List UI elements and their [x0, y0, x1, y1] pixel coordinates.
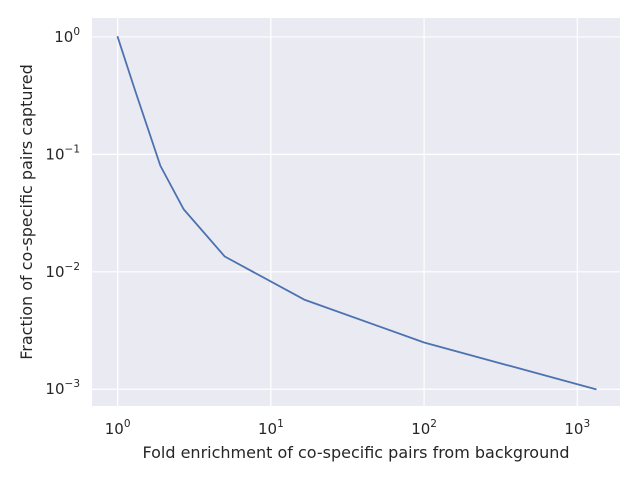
- y-tick-base: 10: [45, 145, 64, 163]
- y-tick-exponent: −2: [65, 261, 80, 273]
- y-tick-exponent: 0: [73, 26, 80, 38]
- x-axis-label: Fold enrichment of co-specific pairs fro…: [142, 443, 569, 462]
- x-tick-label: 101: [258, 418, 284, 438]
- y-gridlines: [92, 36, 620, 390]
- plot-area: [92, 18, 620, 406]
- y-tick-label: 10−2: [45, 261, 80, 281]
- y-tick-exponent: −3: [65, 378, 80, 390]
- x-tick-exponent: 0: [124, 418, 131, 430]
- x-tick-base: 10: [411, 420, 430, 438]
- y-tick-base: 10: [45, 380, 64, 398]
- y-tick-label: 10−3: [45, 378, 80, 398]
- x-tick-label: 102: [411, 418, 437, 438]
- x-tick-label: 103: [564, 418, 590, 438]
- x-tick-labels: 100 101 102 103: [105, 418, 590, 438]
- series-line: [116, 36, 597, 391]
- x-tick-exponent: 1: [277, 418, 284, 430]
- y-tick-label: 10−1: [45, 143, 80, 163]
- x-tick-exponent: 2: [430, 418, 437, 430]
- y-axis-label: Fraction of co-specific pairs captured: [17, 64, 36, 359]
- y-tick-base: 10: [45, 263, 64, 281]
- x-tick-base: 10: [258, 420, 277, 438]
- series-layer: [116, 36, 597, 391]
- y-tick-label: 100: [54, 26, 80, 46]
- x-tick-base: 10: [564, 420, 583, 438]
- x-tick-base: 10: [105, 420, 124, 438]
- y-tick-exponent: −1: [65, 143, 80, 155]
- x-tick-label: 100: [105, 418, 131, 438]
- x-gridlines: [117, 18, 578, 406]
- x-tick-exponent: 3: [583, 418, 590, 430]
- y-tick-base: 10: [54, 28, 73, 46]
